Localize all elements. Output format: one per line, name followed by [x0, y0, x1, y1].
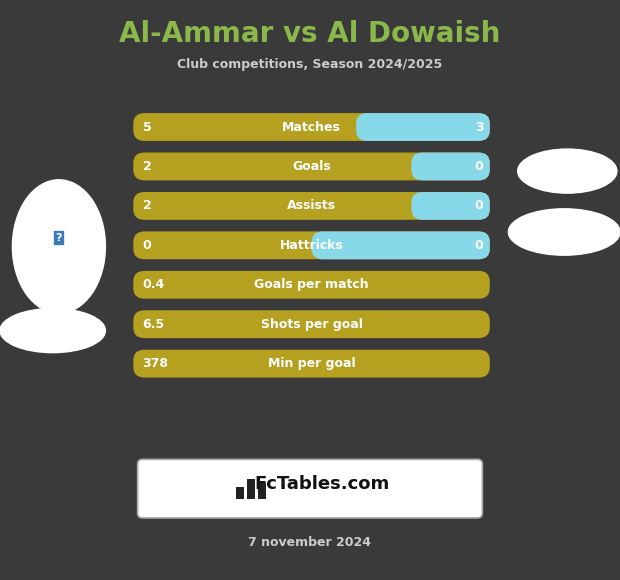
FancyBboxPatch shape	[133, 192, 490, 220]
Ellipse shape	[12, 180, 105, 313]
Text: 5: 5	[143, 121, 151, 133]
FancyBboxPatch shape	[133, 153, 490, 180]
Text: ?: ?	[56, 233, 62, 243]
FancyBboxPatch shape	[312, 231, 490, 259]
FancyBboxPatch shape	[133, 113, 490, 141]
Ellipse shape	[0, 309, 105, 353]
Text: 0: 0	[143, 239, 151, 252]
Text: FcTables.com: FcTables.com	[255, 475, 390, 494]
Text: Al-Ammar vs Al Dowaish: Al-Ammar vs Al Dowaish	[119, 20, 501, 48]
Text: 6.5: 6.5	[143, 318, 165, 331]
Text: 2: 2	[143, 160, 151, 173]
FancyBboxPatch shape	[236, 487, 244, 499]
Ellipse shape	[508, 209, 620, 255]
FancyBboxPatch shape	[247, 478, 255, 499]
Text: Hattricks: Hattricks	[280, 239, 343, 252]
FancyBboxPatch shape	[133, 310, 490, 338]
Text: 0: 0	[475, 239, 484, 252]
FancyBboxPatch shape	[356, 113, 490, 141]
FancyBboxPatch shape	[133, 271, 490, 299]
Text: 0.4: 0.4	[143, 278, 165, 291]
FancyBboxPatch shape	[133, 231, 490, 259]
Text: 0: 0	[475, 160, 484, 173]
Text: Club competitions, Season 2024/2025: Club competitions, Season 2024/2025	[177, 58, 443, 71]
FancyBboxPatch shape	[133, 350, 490, 378]
Text: 378: 378	[143, 357, 169, 370]
FancyBboxPatch shape	[258, 483, 266, 499]
Text: Min per goal: Min per goal	[268, 357, 355, 370]
Text: 2: 2	[143, 200, 151, 212]
FancyBboxPatch shape	[412, 192, 490, 220]
Text: 3: 3	[475, 121, 484, 133]
FancyBboxPatch shape	[412, 153, 490, 180]
FancyBboxPatch shape	[138, 459, 482, 518]
Text: Matches: Matches	[282, 121, 341, 133]
Text: 7 november 2024: 7 november 2024	[249, 536, 371, 549]
Ellipse shape	[518, 149, 617, 193]
Text: 0: 0	[475, 200, 484, 212]
Text: Goals per match: Goals per match	[254, 278, 369, 291]
Text: Shots per goal: Shots per goal	[260, 318, 363, 331]
Text: Goals: Goals	[292, 160, 331, 173]
Text: Assists: Assists	[287, 200, 336, 212]
